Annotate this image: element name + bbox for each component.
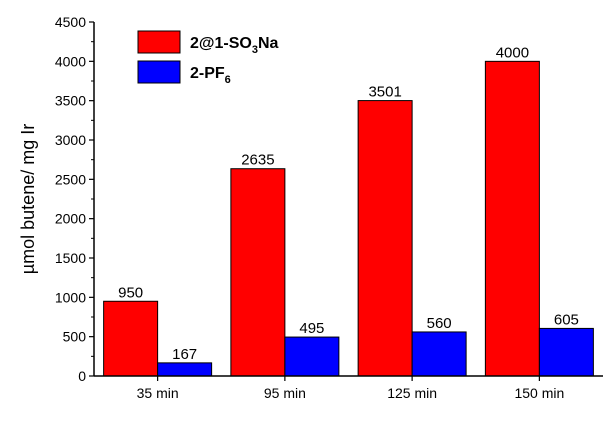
y-tick-label: 2000 (55, 211, 86, 227)
data-label: 605 (554, 311, 579, 328)
x-tick-label: 95 min (264, 385, 306, 401)
legend: 2@1-SO3Na 2-PF6 (137, 30, 279, 86)
data-label: 3501 (368, 84, 401, 101)
bars-group (103, 60, 594, 377)
x-tick-label: 125 min (387, 385, 437, 401)
bar-series1-0 (103, 300, 159, 377)
y-tick-label: 1500 (55, 250, 86, 266)
bar-series2-3 (538, 327, 594, 377)
bar-series1-2 (357, 100, 413, 377)
x-tick-label: 150 min (514, 385, 564, 401)
y-axis-title: µmol butene/ mg Ir (18, 124, 38, 274)
bar-series2-1 (284, 336, 340, 377)
y-tick-label: 4000 (55, 53, 86, 69)
y-tick-label: 3000 (55, 132, 86, 148)
legend-swatch (137, 30, 181, 54)
data-label: 167 (172, 346, 197, 363)
x-tick-label: 35 min (137, 385, 179, 401)
y-tick-label: 3500 (55, 93, 86, 109)
data-label: 2635 (241, 152, 274, 169)
data-label: 560 (427, 315, 452, 332)
data-labels-group: 950 2635 3501 4000 167 495 560 605 (118, 44, 579, 363)
y-tick-label: 0 (78, 368, 86, 384)
bar-series1-3 (484, 60, 540, 377)
bar-series1-1 (230, 168, 286, 377)
y-tick-label: 4500 (55, 14, 86, 30)
bar-series2-0 (157, 362, 213, 377)
axes-group: 0 500 1000 1500 2000 2500 3000 3500 4000 4500 35 m… (18, 14, 603, 401)
legend-swatch (137, 60, 181, 84)
data-label: 495 (299, 320, 324, 337)
y-tick-label: 500 (63, 329, 87, 345)
legend-label: 2@1-SO3Na (190, 35, 279, 56)
data-label: 950 (118, 284, 143, 301)
y-tick-label: 2500 (55, 171, 86, 187)
y-tick-label: 1000 (55, 289, 86, 305)
legend-label: 2-PF6 (190, 65, 231, 86)
bar-series2-2 (411, 331, 467, 377)
data-label: 4000 (496, 44, 529, 61)
